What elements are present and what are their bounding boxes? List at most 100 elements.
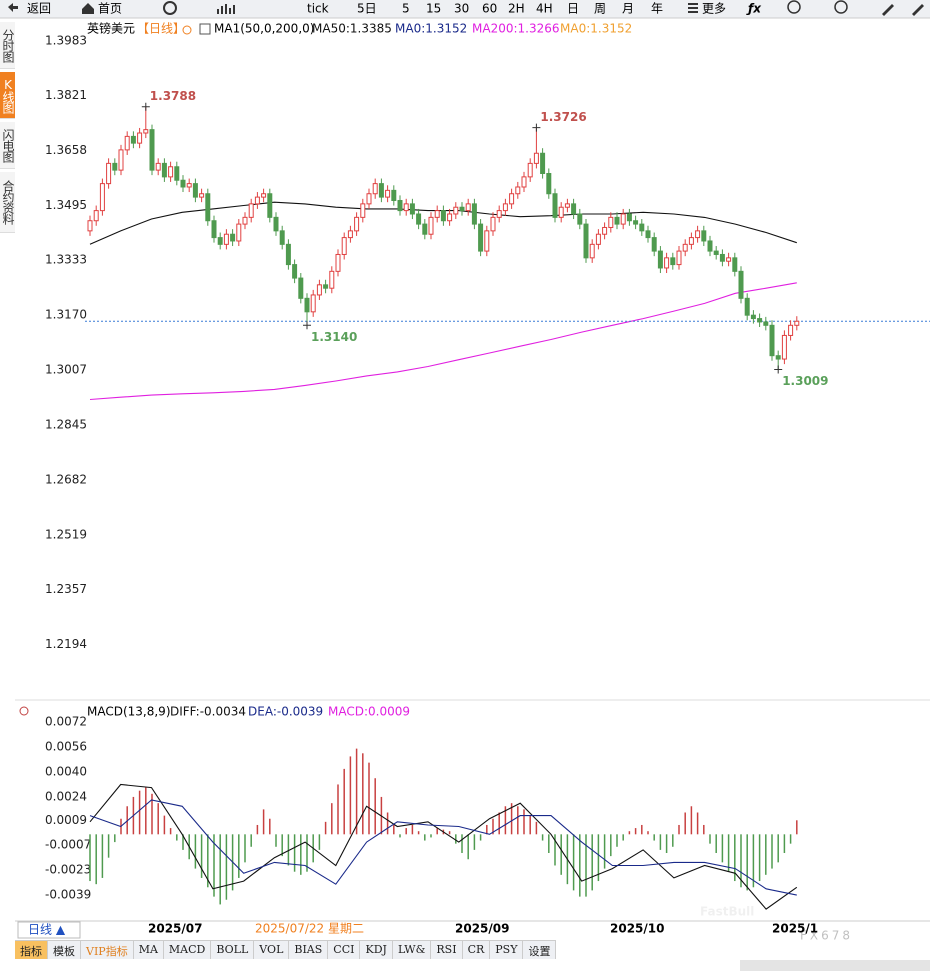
indicator-tab[interactable]: 指标 — [15, 941, 48, 959]
candle-body — [738, 270, 744, 299]
y-tick-label: 1.3821 — [45, 88, 87, 102]
period-button[interactable]: 日线 ▲ — [28, 923, 66, 937]
period-button-box[interactable] — [17, 921, 81, 939]
back-icon[interactable] — [8, 3, 18, 12]
candle-body — [397, 199, 403, 212]
candle-body — [794, 320, 800, 326]
candle-body — [267, 193, 273, 218]
candle-body — [713, 250, 719, 255]
indicator-tab[interactable]: MACD — [164, 941, 212, 959]
indicator-tab[interactable]: 模板 — [48, 941, 81, 959]
candle-body — [509, 193, 515, 205]
candle-body — [608, 216, 614, 228]
ma-line — [89, 282, 797, 401]
y-tick-label: 1.2519 — [45, 527, 87, 541]
toolbar-button[interactable]: 15 — [426, 2, 441, 16]
collapse-icon[interactable] — [182, 25, 192, 35]
extreme-marker — [303, 321, 311, 330]
candle-body — [161, 162, 167, 178]
ma-line — [89, 783, 798, 910]
indicator-tab[interactable]: BIAS — [289, 941, 329, 959]
y-tick-label: 1.3983 — [45, 33, 87, 47]
candle-body — [261, 193, 267, 198]
extreme-marker — [774, 365, 783, 374]
toolbar-button[interactable]: 日 — [567, 2, 579, 16]
indicator-tab[interactable]: RSI — [431, 941, 463, 959]
toolbar-button[interactable]: tick — [307, 2, 329, 16]
candle-body — [769, 324, 775, 357]
home-icon[interactable] — [82, 3, 94, 14]
side-tab[interactable]: 闪电图 — [0, 122, 15, 169]
indicator-tab[interactable]: CCI — [328, 941, 361, 959]
toolbar-button[interactable]: 2H — [508, 2, 525, 16]
toolbar-button[interactable]: 5 — [402, 2, 410, 16]
toolbar-button[interactable]: 更多 — [702, 2, 726, 16]
toolbar-button[interactable]: 返回 — [27, 2, 51, 16]
toolbar-button[interactable]: 周 — [594, 2, 606, 16]
toolbar-button[interactable]: 5日 — [357, 2, 377, 16]
legend-item: MACD:0.0009 — [328, 705, 410, 719]
candle-body — [242, 216, 248, 225]
bars-icon[interactable] — [217, 4, 235, 14]
indicator-tab[interactable]: BOLL — [211, 941, 255, 959]
candle-body — [583, 223, 589, 259]
indicator-tab[interactable]: VOL — [254, 941, 290, 959]
y-tick-label: -0.0039 — [45, 888, 91, 902]
zoom-out-icon[interactable] — [787, 0, 801, 14]
candle-body — [93, 210, 99, 222]
y-tick-label: 1.2845 — [45, 417, 87, 431]
instrument: 英镑美元 — [87, 21, 135, 36]
candle-body — [254, 196, 260, 205]
toolbar-button[interactable]: 年 — [651, 2, 663, 16]
indicator-tab[interactable]: VIP指标 — [81, 941, 134, 959]
side-tab[interactable]: K线图 — [0, 72, 15, 119]
candle-body — [614, 216, 620, 225]
candle-body — [453, 206, 459, 215]
y-tick-label: -0.0007 — [45, 838, 91, 852]
zoom-in-icon[interactable] — [834, 0, 848, 14]
x-tick-label: 2025/07 — [148, 922, 202, 936]
candle-body — [248, 203, 254, 218]
candle-body — [502, 203, 508, 212]
toolbar-button[interactable]: 60 — [482, 2, 497, 16]
candle-body — [366, 193, 372, 205]
side-tab[interactable]: 合约资料 — [0, 172, 15, 233]
candle-body — [490, 216, 496, 232]
toolbar-button[interactable]: 4H — [536, 2, 553, 16]
fx-icon[interactable]: ƒx — [746, 2, 762, 16]
toolbar-button[interactable]: 月 — [622, 2, 634, 16]
candle-body — [558, 206, 564, 218]
candle-body — [589, 243, 595, 259]
indicator-tab[interactable]: LW& — [393, 941, 432, 959]
candle-body — [577, 213, 583, 225]
toolbar-button[interactable]: 30 — [454, 2, 469, 16]
toolbar-button[interactable]: 首页 — [98, 2, 122, 16]
candle-body — [515, 186, 521, 195]
indicator-tab[interactable]: 设置 — [523, 941, 557, 959]
indicator-tab[interactable]: PSY — [490, 941, 524, 959]
candle-body — [788, 324, 794, 336]
pen-icon[interactable] — [882, 4, 894, 16]
pen-icon[interactable] — [912, 4, 924, 16]
candle-body — [279, 230, 285, 245]
indicator-tab[interactable]: MA — [134, 941, 164, 959]
indicator-tab[interactable]: KDJ — [360, 941, 393, 959]
candle-body — [540, 152, 546, 174]
indicator-tab[interactable]: CR — [463, 941, 491, 959]
y-tick-label: -0.0023 — [45, 863, 91, 877]
scrollbar[interactable] — [740, 960, 930, 971]
candle-body — [310, 294, 316, 313]
candle-body — [670, 257, 676, 266]
ma-icon — [199, 23, 211, 35]
watermark: FX678 — [800, 929, 853, 943]
candle-body — [664, 257, 670, 269]
side-tab[interactable]: 分时图 — [0, 22, 15, 69]
candle-body — [781, 334, 787, 360]
candle-body — [484, 230, 490, 252]
candle-body — [99, 183, 105, 212]
refresh-icon[interactable] — [163, 1, 177, 15]
y-tick-label: 0.0056 — [45, 740, 87, 754]
menu-icon[interactable] — [688, 3, 698, 13]
